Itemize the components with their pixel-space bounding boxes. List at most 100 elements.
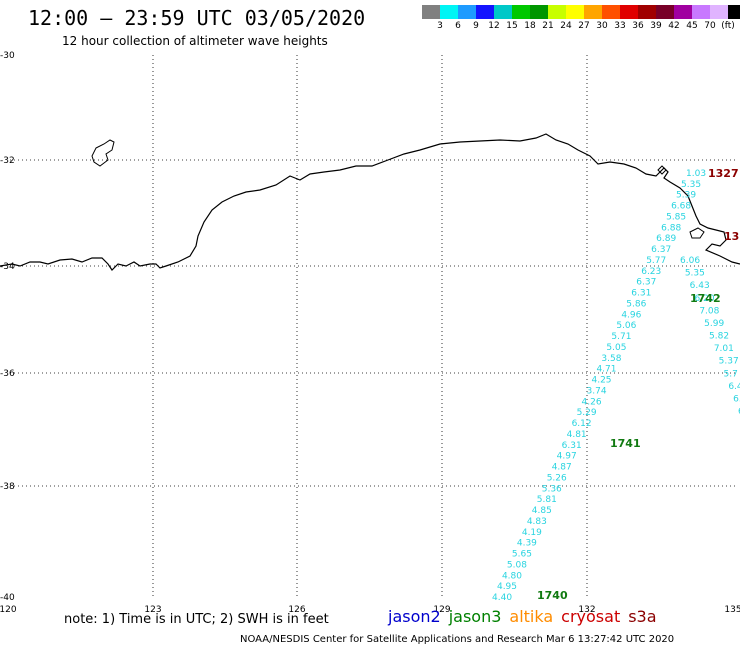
coastline bbox=[0, 133, 740, 271]
island bbox=[91, 139, 115, 167]
color-scale-label: 15 bbox=[506, 21, 518, 31]
legend-jason2: jason2 bbox=[388, 607, 441, 626]
pass-time-label: 1740 bbox=[537, 589, 568, 602]
color-scale-label: 70 bbox=[704, 21, 716, 31]
color-scale-label: 45 bbox=[686, 21, 698, 31]
latitude-label: -30 bbox=[0, 51, 15, 61]
color-swatch bbox=[692, 5, 710, 19]
color-swatch bbox=[548, 5, 566, 19]
color-scale-label: 36 bbox=[632, 21, 644, 31]
wave-height-label: 6.23 bbox=[641, 267, 661, 277]
wave-height-label: 6.31 bbox=[562, 441, 582, 451]
color-scale-label: 42 bbox=[668, 21, 680, 31]
pass-time-label: 1327 bbox=[708, 167, 739, 180]
wave-height-label: 4.83 bbox=[527, 517, 547, 527]
longitude-label: 123 bbox=[144, 605, 161, 615]
longitude-label: 129 bbox=[433, 605, 450, 615]
color-swatch bbox=[512, 5, 530, 19]
wave-height-label: 4.80 bbox=[502, 571, 522, 581]
wave-height-label: 6.37 bbox=[636, 278, 656, 288]
wave-height-label: 4.95 bbox=[497, 582, 517, 592]
color-swatch bbox=[656, 5, 674, 19]
color-swatch bbox=[710, 5, 728, 19]
satellite-legend: jason2 jason3 altika cryosat s3a bbox=[388, 607, 665, 626]
latitude-label: -34 bbox=[0, 262, 15, 272]
longitude-tick-labels: 120 123 126 129 132 135 bbox=[0, 605, 740, 615]
color-scale-label: 21 bbox=[542, 21, 554, 31]
color-swatch bbox=[458, 5, 476, 19]
wave-height-label: 4.97 bbox=[557, 452, 577, 462]
wave-height-label: 5.82 bbox=[709, 332, 729, 342]
color-scale-label: 33 bbox=[614, 21, 626, 31]
wave-height-label: 6.37 bbox=[651, 245, 671, 255]
wave-height-label: 5.08 bbox=[507, 560, 527, 570]
footer-credit: NOAA/NESDIS Center for Satellite Applica… bbox=[240, 634, 675, 645]
wave-height-label: 5.71 bbox=[611, 332, 631, 342]
wave-height-label: 5.36 bbox=[542, 484, 562, 494]
wave-height-label: 7.01 bbox=[714, 344, 734, 354]
wave-height-label: 4.19 bbox=[522, 528, 542, 538]
color-scale-label: 6 bbox=[455, 21, 461, 31]
latitude-label: -36 bbox=[0, 369, 15, 379]
wave-height-label: 6.43 bbox=[690, 281, 710, 291]
color-scale-bar bbox=[422, 5, 740, 19]
units-note: note: 1) Time is in UTC; 2) SWH is in fe… bbox=[64, 612, 329, 627]
wave-height-label: 4.81 bbox=[567, 430, 587, 440]
wave-height-label: 6.20 bbox=[695, 294, 715, 304]
wave-height-label: 5.77 bbox=[646, 256, 666, 266]
wave-height-label: 4.71 bbox=[596, 365, 616, 375]
wave-height-label: 5.37 bbox=[719, 357, 739, 367]
jason3-track-2: 6.06 5.35 6.43 6.20 7.08 5.99 5.82 7.01 5.37 5.7 6… bbox=[680, 256, 740, 417]
latitude-label: -32 bbox=[0, 156, 15, 166]
wave-height-label: 6.89 bbox=[656, 234, 676, 244]
pass-time-label: 1741 bbox=[610, 437, 641, 450]
wave-height-label: 6.31 bbox=[631, 289, 651, 299]
color-swatch bbox=[422, 5, 440, 19]
wave-height-label: 5.99 bbox=[704, 319, 724, 329]
map-grid bbox=[10, 55, 735, 598]
color-scale-label: 9 bbox=[473, 21, 479, 31]
color-scale-label: 27 bbox=[578, 21, 590, 31]
wave-height-label: 4.26 bbox=[582, 397, 602, 407]
map-title: 12:00 – 23:59 UTC 03/05/2020 bbox=[28, 6, 366, 30]
wave-height-label: 5.05 bbox=[606, 343, 626, 353]
latitude-label: -38 bbox=[0, 482, 15, 492]
color-scale-label: 24 bbox=[560, 21, 572, 31]
longitude-label: 135 bbox=[724, 605, 740, 615]
legend-cryosat: cryosat bbox=[561, 607, 621, 626]
wave-height-label: 5.35 bbox=[681, 180, 701, 190]
wave-height-label: 5.39 bbox=[676, 191, 696, 201]
wave-height-label: 6.1 bbox=[733, 394, 740, 404]
wave-height-label: 3.58 bbox=[601, 354, 621, 364]
track-time-labels: 1740 1741 1742 1327 13 bbox=[537, 167, 739, 602]
color-swatch bbox=[440, 5, 458, 19]
color-scale-label: (ft) bbox=[721, 21, 735, 31]
wave-height-label: 7.08 bbox=[699, 306, 719, 316]
color-swatch bbox=[584, 5, 602, 19]
color-swatch bbox=[674, 5, 692, 19]
color-swatch bbox=[476, 5, 494, 19]
latitude-tick-labels: -30 -32 -34 -36 -38 -40 bbox=[0, 51, 15, 603]
wave-height-label: 5.7 bbox=[724, 369, 738, 379]
wave-height-label: 6.06 bbox=[680, 256, 700, 266]
wave-height-label: 5.26 bbox=[547, 473, 567, 483]
color-swatch bbox=[530, 5, 548, 19]
wave-height-label: 5.06 bbox=[616, 321, 636, 331]
pass-time-label: 1742 bbox=[690, 292, 721, 305]
wave-height-label: 6.4 bbox=[728, 382, 740, 392]
longitude-label: 126 bbox=[288, 605, 305, 615]
wave-height-label: 6.68 bbox=[671, 202, 691, 212]
wave-height-label: 4.87 bbox=[552, 463, 572, 473]
map-subtitle: 12 hour collection of altimeter wave hei… bbox=[62, 34, 328, 48]
wave-height-label: 5.35 bbox=[685, 269, 705, 279]
island bbox=[657, 165, 667, 175]
wave-height-label: 6.01 bbox=[738, 407, 740, 417]
pass-time-label: 13 bbox=[724, 230, 739, 243]
wave-height-label: 5.81 bbox=[537, 495, 557, 505]
color-swatch bbox=[566, 5, 584, 19]
legend-s3a: s3a bbox=[628, 607, 657, 626]
wave-height-label: 1.03 bbox=[686, 169, 706, 179]
legend-jason3: jason3 bbox=[448, 607, 502, 626]
color-scale-label: 3 bbox=[437, 21, 443, 31]
